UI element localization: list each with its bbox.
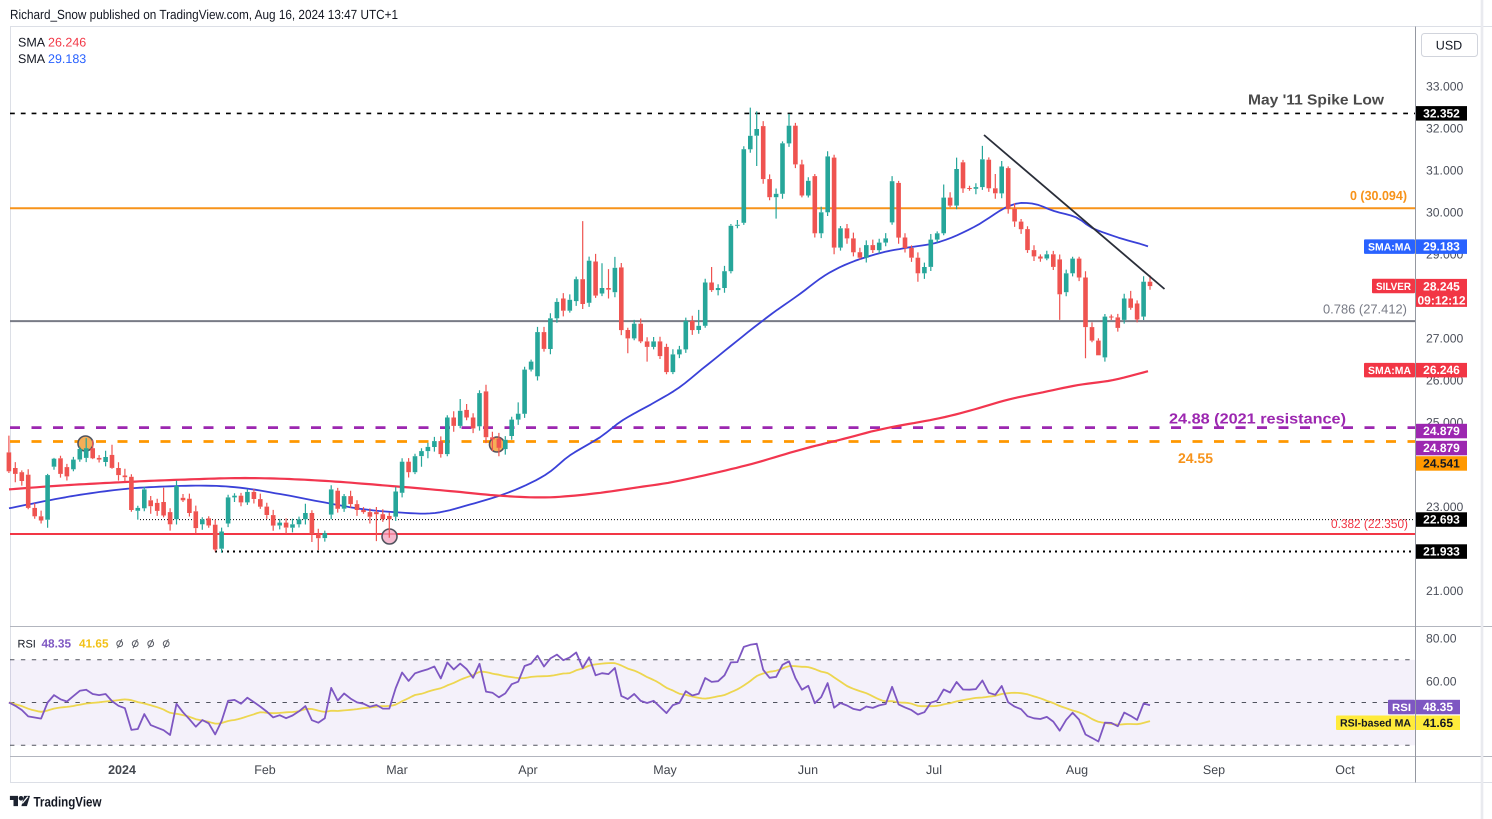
svg-text:Oct: Oct	[1335, 763, 1355, 777]
svg-text:SMA:MA: SMA:MA	[1368, 242, 1411, 254]
svg-text:SMA: SMA	[18, 36, 46, 50]
svg-text:32.000: 32.000	[1426, 121, 1463, 135]
svg-text:24.88 (2021 resistance): 24.88 (2021 resistance)	[1169, 412, 1346, 428]
svg-text:48.35: 48.35	[42, 637, 72, 651]
svg-text:48.35: 48.35	[1423, 700, 1453, 714]
svg-text:0.382 (22.350): 0.382 (22.350)	[1331, 517, 1408, 531]
svg-text:22.693: 22.693	[1423, 513, 1460, 527]
svg-text:24.541: 24.541	[1423, 457, 1460, 471]
svg-text:2024: 2024	[108, 763, 136, 777]
svg-text:Jul: Jul	[926, 763, 942, 777]
svg-text:0.786 (27.412): 0.786 (27.412)	[1323, 302, 1407, 317]
svg-text:Apr: Apr	[518, 763, 537, 777]
svg-text:Sep: Sep	[1203, 763, 1225, 777]
svg-text:41.65: 41.65	[1423, 716, 1453, 730]
svg-text:SMA: SMA	[18, 52, 46, 66]
svg-text:24.879: 24.879	[1423, 441, 1460, 455]
svg-text:SMA:MA: SMA:MA	[1368, 365, 1411, 377]
svg-text:30.000: 30.000	[1426, 206, 1463, 220]
svg-text:0 (30.094): 0 (30.094)	[1350, 188, 1407, 203]
svg-text:TradingView: TradingView	[34, 795, 102, 810]
svg-text:21.000: 21.000	[1426, 584, 1463, 598]
svg-text:24.879: 24.879	[1423, 424, 1460, 438]
svg-text:May '11 Spike Low: May '11 Spike Low	[1248, 93, 1385, 109]
svg-text:24.55: 24.55	[1178, 450, 1213, 466]
svg-text:21.933: 21.933	[1423, 545, 1460, 559]
svg-text:SILVER: SILVER	[1376, 281, 1411, 293]
svg-text:26.246: 26.246	[1423, 363, 1460, 377]
svg-text:26.246: 26.246	[48, 36, 86, 50]
svg-text:29.183: 29.183	[48, 52, 86, 66]
svg-text:27.000: 27.000	[1426, 332, 1463, 346]
svg-text:41.65: 41.65	[79, 637, 109, 651]
svg-text:Feb: Feb	[254, 763, 276, 777]
svg-text:80.00: 80.00	[1426, 632, 1457, 646]
svg-text:23.000: 23.000	[1426, 500, 1463, 514]
svg-text:Jun: Jun	[798, 763, 818, 777]
svg-text:Aug: Aug	[1066, 763, 1088, 777]
svg-text:31.000: 31.000	[1426, 163, 1463, 177]
svg-text:32.352: 32.352	[1423, 106, 1460, 120]
svg-text:RSI-based MA: RSI-based MA	[1340, 718, 1411, 730]
svg-text:Mar: Mar	[386, 763, 408, 777]
svg-text:USD: USD	[1436, 39, 1462, 53]
svg-text:09:12:12: 09:12:12	[1417, 293, 1465, 307]
svg-text:RSI: RSI	[1392, 702, 1411, 714]
svg-text:60.00: 60.00	[1426, 674, 1457, 688]
svg-text:29.183: 29.183	[1423, 240, 1460, 254]
svg-text:May: May	[653, 763, 677, 777]
svg-text:33.000: 33.000	[1426, 79, 1463, 93]
svg-text:Richard_Snow published on Trad: Richard_Snow published on TradingView.co…	[10, 7, 398, 22]
svg-text:RSI: RSI	[18, 639, 36, 651]
svg-text:28.245: 28.245	[1423, 279, 1460, 293]
